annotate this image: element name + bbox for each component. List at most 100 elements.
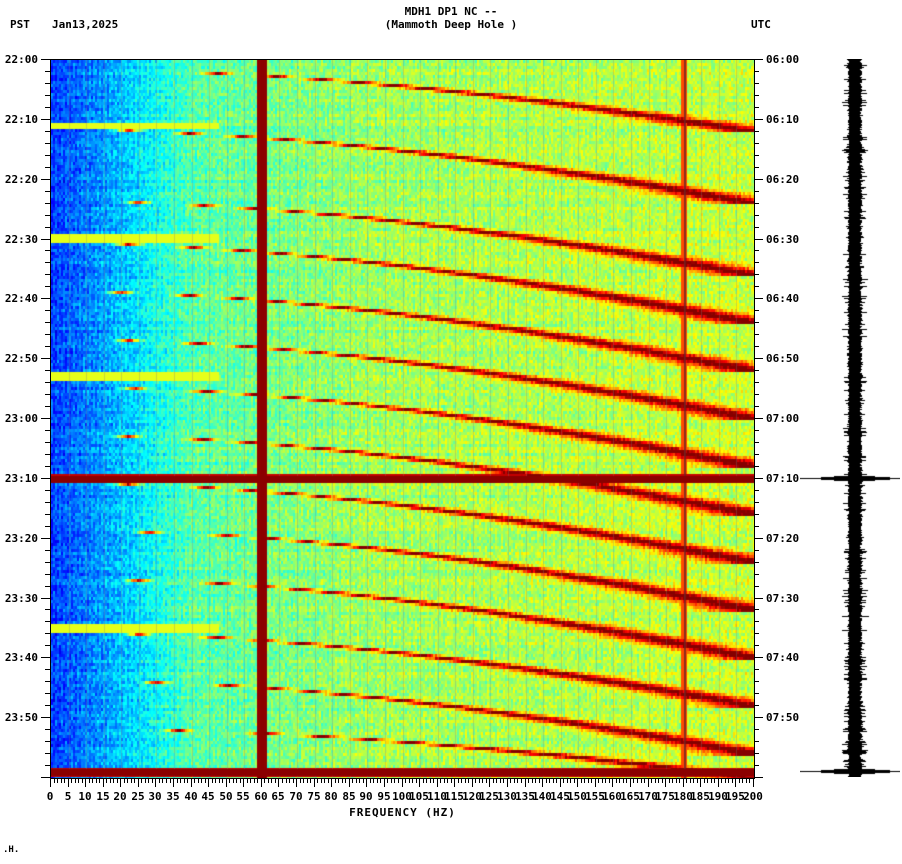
frequency-tick <box>89 778 90 783</box>
frequency-tick <box>384 778 385 787</box>
frequency-label: 160 <box>602 790 622 803</box>
spectrogram-plot[interactable] <box>50 59 755 779</box>
frequency-tick <box>711 778 712 783</box>
frequency-tick <box>539 778 540 783</box>
frequency-axis-title: FREQUENCY (HZ) <box>349 806 456 819</box>
frequency-label: 45 <box>201 790 215 803</box>
time-tick <box>41 538 50 539</box>
frequency-tick <box>430 778 431 783</box>
frequency-label: 175 <box>655 790 675 803</box>
frequency-tick <box>521 778 522 783</box>
frequency-tick <box>556 778 557 783</box>
frequency-tick <box>205 778 206 783</box>
frequency-label: 140 <box>532 790 552 803</box>
frequency-tick <box>324 778 325 783</box>
frequency-tick <box>633 778 634 783</box>
frequency-tick <box>468 778 469 783</box>
frequency-tick <box>363 778 364 783</box>
frequency-tick <box>409 778 410 783</box>
frequency-tick <box>591 778 592 783</box>
frequency-tick <box>641 778 642 783</box>
time-tick <box>754 59 763 60</box>
frequency-label: 170 <box>638 790 658 803</box>
frequency-tick <box>704 778 705 783</box>
frequency-tick <box>658 778 659 783</box>
frequency-tick <box>377 778 378 783</box>
frequency-tick <box>310 778 311 783</box>
frequency-tick <box>54 778 55 783</box>
frequency-tick <box>595 778 596 787</box>
frequency-tick <box>303 778 304 783</box>
frequency-tick <box>243 778 244 787</box>
frequency-tick <box>447 778 448 783</box>
frequency-tick <box>560 778 561 787</box>
frequency-tick <box>352 778 353 783</box>
frequency-label: 35 <box>166 790 180 803</box>
time-tick <box>754 478 763 479</box>
frequency-tick <box>517 778 518 783</box>
frequency-tick <box>289 778 290 783</box>
time-tick <box>754 298 763 299</box>
frequency-tick <box>507 778 508 787</box>
frequency-tick <box>718 778 719 787</box>
frequency-tick <box>296 778 297 787</box>
frequency-tick <box>75 778 76 783</box>
frequency-tick <box>472 778 473 787</box>
frequency-tick <box>321 778 322 783</box>
frequency-tick <box>317 778 318 783</box>
time-label-pst: 23:50 <box>4 711 38 724</box>
frequency-tick <box>92 778 93 783</box>
frequency-tick <box>412 778 413 783</box>
frequency-tick <box>370 778 371 783</box>
frequency-tick <box>61 778 62 783</box>
frequency-label: 145 <box>550 790 570 803</box>
frequency-tick <box>152 778 153 783</box>
frequency-tick <box>419 778 420 787</box>
frequency-tick <box>103 778 104 787</box>
seismogram-trace-panel <box>800 59 900 777</box>
frequency-tick <box>489 778 490 787</box>
time-tick <box>41 717 50 718</box>
frequency-label: 5 <box>64 790 72 803</box>
frequency-tick <box>208 778 209 787</box>
frequency-tick <box>141 778 142 783</box>
time-label-pst: 23:30 <box>4 592 38 605</box>
time-label-pst: 23:40 <box>4 651 38 664</box>
frequency-tick <box>697 778 698 783</box>
frequency-tick <box>373 778 374 783</box>
frequency-label: 75 <box>307 790 321 803</box>
frequency-label: 95 <box>377 790 391 803</box>
frequency-tick <box>416 778 417 783</box>
frequency-label: 30 <box>148 790 162 803</box>
frequency-tick <box>331 778 332 787</box>
frequency-tick <box>630 778 631 787</box>
frequency-tick <box>85 778 86 787</box>
frequency-tick <box>672 778 673 783</box>
time-label-pst: 22:00 <box>4 53 38 66</box>
timezone-label-right: UTC <box>751 18 771 31</box>
time-tick <box>754 657 763 658</box>
frequency-tick <box>746 778 747 783</box>
frequency-label: 185 <box>690 790 710 803</box>
frequency-tick <box>690 778 691 783</box>
frequency-tick <box>451 778 452 783</box>
frequency-label: 180 <box>673 790 693 803</box>
time-tick <box>754 358 763 359</box>
frequency-tick <box>574 778 575 783</box>
frequency-tick <box>440 778 441 783</box>
time-tick <box>41 239 50 240</box>
frequency-tick <box>598 778 599 783</box>
frequency-tick <box>486 778 487 783</box>
frequency-tick <box>78 778 79 783</box>
frequency-label: 190 <box>708 790 728 803</box>
time-tick <box>41 478 50 479</box>
frequency-label: 60 <box>254 790 268 803</box>
frequency-tick <box>391 778 392 783</box>
frequency-tick <box>686 778 687 783</box>
frequency-tick <box>222 778 223 783</box>
frequency-tick <box>247 778 248 783</box>
frequency-tick <box>356 778 357 783</box>
frequency-tick <box>314 778 315 787</box>
frequency-tick <box>563 778 564 783</box>
frequency-tick <box>454 778 455 787</box>
